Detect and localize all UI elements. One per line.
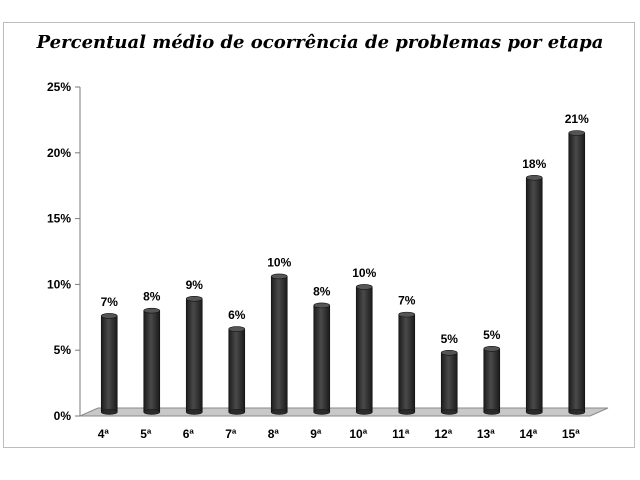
bar-cap: [228, 326, 246, 332]
y-tick-label: 5%: [54, 343, 72, 357]
data-label: 8%: [143, 290, 161, 304]
data-label: 9%: [186, 278, 204, 292]
x-tick-label: 5ª: [140, 427, 152, 441]
bar-base: [270, 409, 288, 415]
bar-cap: [270, 273, 288, 280]
bar-base: [185, 409, 203, 415]
x-tick-label: 12ª: [434, 427, 452, 441]
bar-base: [313, 409, 331, 415]
bar: [398, 314, 416, 413]
bar-base: [100, 409, 118, 415]
bar-base: [228, 409, 246, 415]
bar-base: [398, 409, 416, 415]
x-tick-label: 11ª: [392, 427, 410, 441]
x-tick-label: 6ª: [183, 427, 195, 441]
bar: [185, 298, 203, 413]
bar-cap: [313, 302, 331, 309]
bar: [100, 315, 118, 413]
y-tick-label: 15%: [47, 212, 71, 226]
bar: [568, 132, 586, 413]
data-label: 10%: [352, 266, 376, 280]
x-tick-label: 4ª: [98, 427, 110, 441]
data-label: 5%: [483, 328, 501, 342]
chart-title: Percentual médio de ocorrência de proble…: [36, 32, 604, 53]
bar-cap: [398, 311, 416, 318]
data-label: 10%: [267, 255, 291, 269]
data-label: 5%: [441, 332, 459, 346]
bar-cap: [568, 130, 586, 136]
x-tick-label: 14ª: [519, 427, 537, 441]
data-label: 7%: [101, 295, 119, 309]
y-tick-label: 25%: [47, 80, 71, 94]
data-label: 8%: [313, 284, 331, 298]
bar-cap: [185, 296, 203, 302]
bar-base: [483, 409, 501, 415]
bar-base: [525, 409, 543, 415]
y-tick-label: 20%: [47, 146, 71, 160]
x-tick-label: 8ª: [268, 427, 280, 441]
bar-cap: [143, 307, 161, 314]
data-label: 18%: [522, 157, 546, 171]
bar: [440, 352, 458, 413]
bar: [270, 276, 288, 413]
data-label: 7%: [398, 294, 416, 308]
x-tick-label: 7ª: [225, 427, 237, 441]
bar-base: [440, 409, 458, 415]
bar: [228, 328, 246, 413]
x-tick-label: 13ª: [477, 427, 495, 441]
bar-cap: [525, 174, 543, 181]
x-tick-label: 9ª: [310, 427, 322, 441]
bar: [143, 310, 161, 413]
bar-cap: [100, 313, 118, 319]
bar-cap: [440, 349, 458, 356]
chart-floor: [79, 407, 609, 417]
data-label: 6%: [228, 308, 246, 322]
bar: [483, 348, 501, 413]
bar-base: [143, 409, 161, 415]
bar-cap: [483, 346, 501, 352]
y-tick-label: 0%: [54, 409, 72, 423]
x-tick-label: 15ª: [562, 427, 580, 441]
bar-base: [355, 409, 373, 415]
x-tick-label: 10ª: [349, 427, 367, 441]
data-label: 21%: [565, 112, 589, 126]
bar: [525, 177, 543, 413]
bar: [355, 286, 373, 413]
bar: [313, 305, 331, 413]
y-tick-label: 10%: [47, 277, 71, 291]
bar-base: [568, 409, 586, 415]
bar-cap: [355, 284, 373, 290]
